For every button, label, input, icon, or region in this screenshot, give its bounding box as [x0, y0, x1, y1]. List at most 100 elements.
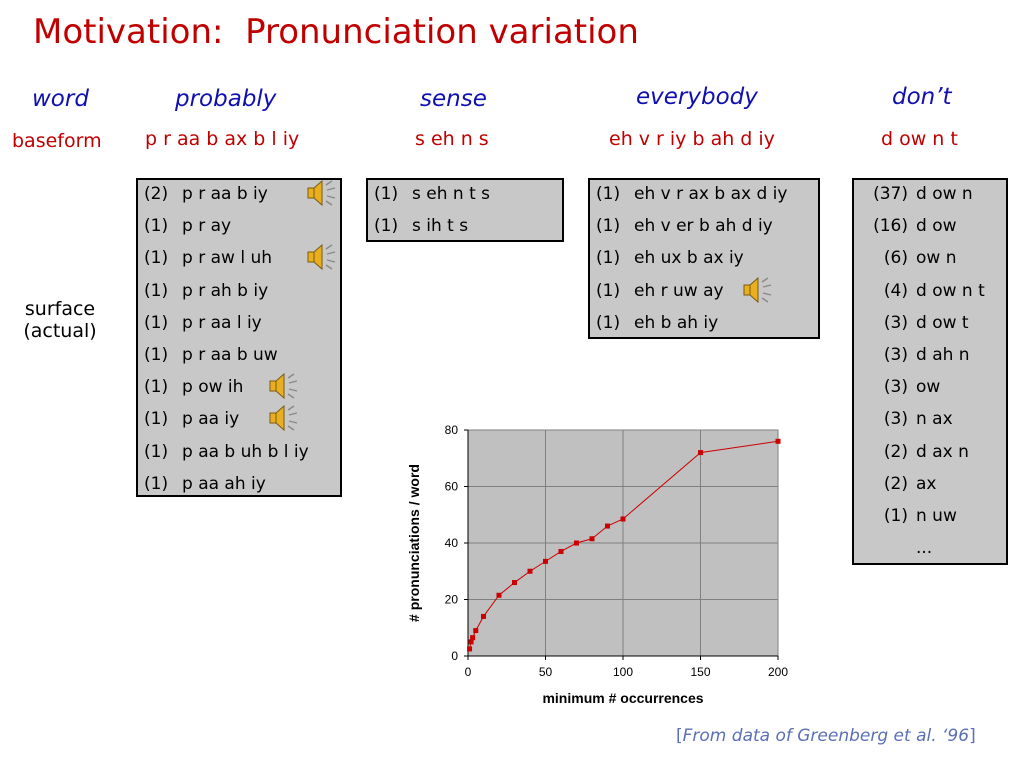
slide-title: Motivation: Pronunciation variation [33, 12, 639, 52]
variant-pronunciation: p r aw l uh [182, 248, 272, 269]
variant-pronunciation: d ax n [916, 441, 969, 462]
y-axis-label: # pronunciations / word [406, 464, 422, 622]
data-point [775, 438, 781, 444]
variant-pronunciation: p aa ah iy [182, 473, 266, 494]
variant-pronunciation: n ax [916, 409, 953, 430]
variant-count: (1) [144, 473, 169, 494]
variant-count: (1) [596, 184, 621, 204]
x-tick-label: 0 [465, 665, 472, 679]
speaker-icon[interactable] [266, 401, 300, 435]
variant-row: (1) eh b ah iy [596, 312, 718, 338]
series-line [469, 440, 779, 650]
variant-pronunciation: p r ah b iy [182, 280, 269, 301]
variant-count: (2) [883, 441, 908, 462]
variant-pronunciation: p r ay [182, 216, 232, 237]
data-point [543, 558, 548, 564]
variant-count: (1) [144, 345, 169, 365]
word-probably: probably [175, 86, 277, 112]
variant-pronunciation: n uw [916, 506, 957, 526]
data-point [473, 628, 479, 634]
variant-row: (3) d ow t [860, 312, 969, 338]
variant-row: (1) p r ay [144, 215, 231, 241]
y-tick-label: 60 [445, 480, 459, 494]
variant-count: (3) [883, 312, 908, 333]
variant-row: (1) p r aa b uw [144, 344, 278, 370]
variant-row: (16) d ow [860, 215, 957, 241]
data-point [620, 516, 626, 522]
variant-pronunciation: p aa b uh b l iy [182, 441, 309, 462]
variant-pronunciation: p aa iy [182, 409, 240, 430]
speaker-icon[interactable] [740, 273, 774, 307]
variant-pronunciation: eh ux b ax iy [634, 248, 744, 269]
data-point [558, 548, 564, 554]
data-point [496, 592, 502, 598]
variant-pronunciation: d ow t [916, 312, 969, 333]
citation-text: From data of Greenberg et al. ‘96 [682, 726, 970, 746]
speaker-icon[interactable] [304, 240, 338, 274]
variant-count: (1) [596, 248, 621, 269]
variant-count: (3) [883, 377, 908, 398]
variant-row: (1) p aa ah iy [144, 473, 266, 499]
surface-label: surface (actual) [10, 298, 110, 342]
variant-pronunciation: p r aa b uw [182, 345, 278, 365]
variant-row: (2) ax [860, 473, 937, 499]
variant-row: (1) p r aw l uh [144, 247, 272, 273]
variant-count: (16) [873, 216, 908, 237]
variant-pronunciation: d ow n t [916, 280, 985, 301]
variant-count: (1) [144, 312, 169, 333]
variant-row: (1) p ow ih [144, 376, 243, 402]
data-point [481, 613, 486, 619]
variant-row: (1) eh r uw ay [596, 280, 724, 306]
baseform-label: baseform [12, 130, 102, 152]
x-tick-label: 100 [613, 665, 633, 679]
surface-label-line1: surface [24, 298, 96, 320]
word-everybody: everybody [636, 84, 758, 110]
variant-row: (37) d ow n [860, 183, 973, 209]
variant-row: (1) eh v r ax b ax d iy [596, 183, 787, 209]
variant-row: (3) ow [860, 376, 940, 402]
citation-open: [ [676, 726, 683, 746]
baseform-dont: d ow n t [881, 128, 958, 150]
variant-count: (1) [883, 506, 908, 526]
variant-row: (2) d ax n [860, 441, 969, 467]
variant-row: (3) n ax [860, 408, 953, 434]
variant-pronunciation: s ih t s [412, 216, 469, 237]
data-point [468, 639, 474, 645]
y-tick-label: 0 [451, 649, 458, 663]
variant-pronunciation: p r aa b iy [182, 184, 268, 204]
variant-pronunciation: ax [916, 473, 937, 494]
variant-row: (4) d ow n t [860, 280, 985, 306]
citation-close: ] [969, 726, 976, 746]
variant-pronunciation: eh r uw ay [634, 280, 724, 301]
x-tick-label: 50 [539, 665, 553, 679]
variant-pronunciation: p r aa l iy [182, 312, 262, 333]
x-axis-label: minimum # occurrences [542, 690, 703, 706]
citation: [From data of Greenberg et al. ‘96] [676, 726, 976, 746]
data-point [527, 568, 533, 574]
variant-count: (1) [144, 216, 169, 237]
variant-count: (1) [144, 409, 169, 430]
variant-pronunciation: eh v er b ah d iy [634, 216, 773, 237]
data-point [470, 635, 476, 641]
surface-label-line2: (actual) [23, 320, 97, 342]
variants-box-dont: (37) d ow n (16) d ow (6) ow n (4) d ow n t (3) d… [852, 178, 1008, 565]
speaker-icon[interactable] [266, 369, 300, 403]
variant-row: (1) eh ux b ax iy [596, 247, 744, 273]
variant-count: (1) [374, 216, 399, 237]
data-point [589, 536, 595, 542]
variant-pronunciation: ow n [916, 248, 957, 269]
x-tick-label: 200 [768, 665, 788, 679]
y-tick-label: 40 [445, 536, 459, 550]
variant-row: ... [860, 537, 932, 563]
speaker-icon[interactable] [304, 176, 338, 210]
variants-box-probably: (2) p r aa b iy (1) p r ay (1) p r aw l uh (1)… [136, 178, 342, 497]
data-point [698, 450, 703, 456]
variant-row: (2) p r aa b iy [144, 183, 268, 209]
variant-count: (1) [596, 312, 621, 333]
data-point [512, 580, 517, 586]
variant-count: (3) [883, 345, 908, 365]
variant-row: (3) d ah n [860, 344, 970, 370]
variant-count: (1) [144, 441, 169, 462]
variant-pronunciation: d ow [916, 216, 957, 237]
y-tick-label: 80 [445, 423, 459, 437]
